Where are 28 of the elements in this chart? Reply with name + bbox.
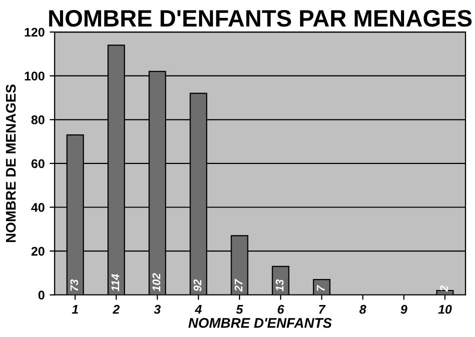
data-label: 92 [194, 279, 202, 292]
data-label: 114 [111, 274, 120, 292]
x-tick-label: 7 [319, 305, 326, 314]
y-axis-title: NOMBRE DE MENAGES [6, 84, 16, 242]
x-tick-label: 4 [194, 305, 202, 314]
y-tick-label: 80 [31, 115, 44, 124]
y-tick-label: 40 [31, 203, 44, 212]
data-label: 73 [70, 279, 78, 291]
x-tick-label: 10 [438, 304, 452, 314]
data-label: 7 [316, 284, 325, 291]
data-label: 102 [152, 273, 160, 292]
data-label: 2 [440, 286, 448, 292]
data-label: 13 [276, 279, 284, 292]
y-tick-label: 20 [31, 246, 44, 256]
x-tick-label: 9 [400, 304, 408, 314]
x-tick-label: 1 [72, 305, 78, 314]
x-tick-label: 3 [154, 304, 161, 314]
chart-title: NOMBRE D'ENFANTS PAR MENAGES [49, 10, 472, 27]
x-axis-title: NOMBRE D'ENFANTS [188, 318, 332, 328]
x-tick-label: 6 [278, 304, 284, 314]
y-tick-label: 120 [24, 28, 44, 37]
data-label: 27 [234, 278, 242, 292]
x-tick-label: 5 [236, 305, 244, 314]
y-tick-label: 0 [38, 290, 44, 300]
x-tick-label: 8 [359, 304, 366, 314]
y-tick-label: 100 [24, 72, 44, 80]
x-tick-label: 2 [112, 304, 120, 314]
y-tick-label: 60 [31, 159, 44, 168]
